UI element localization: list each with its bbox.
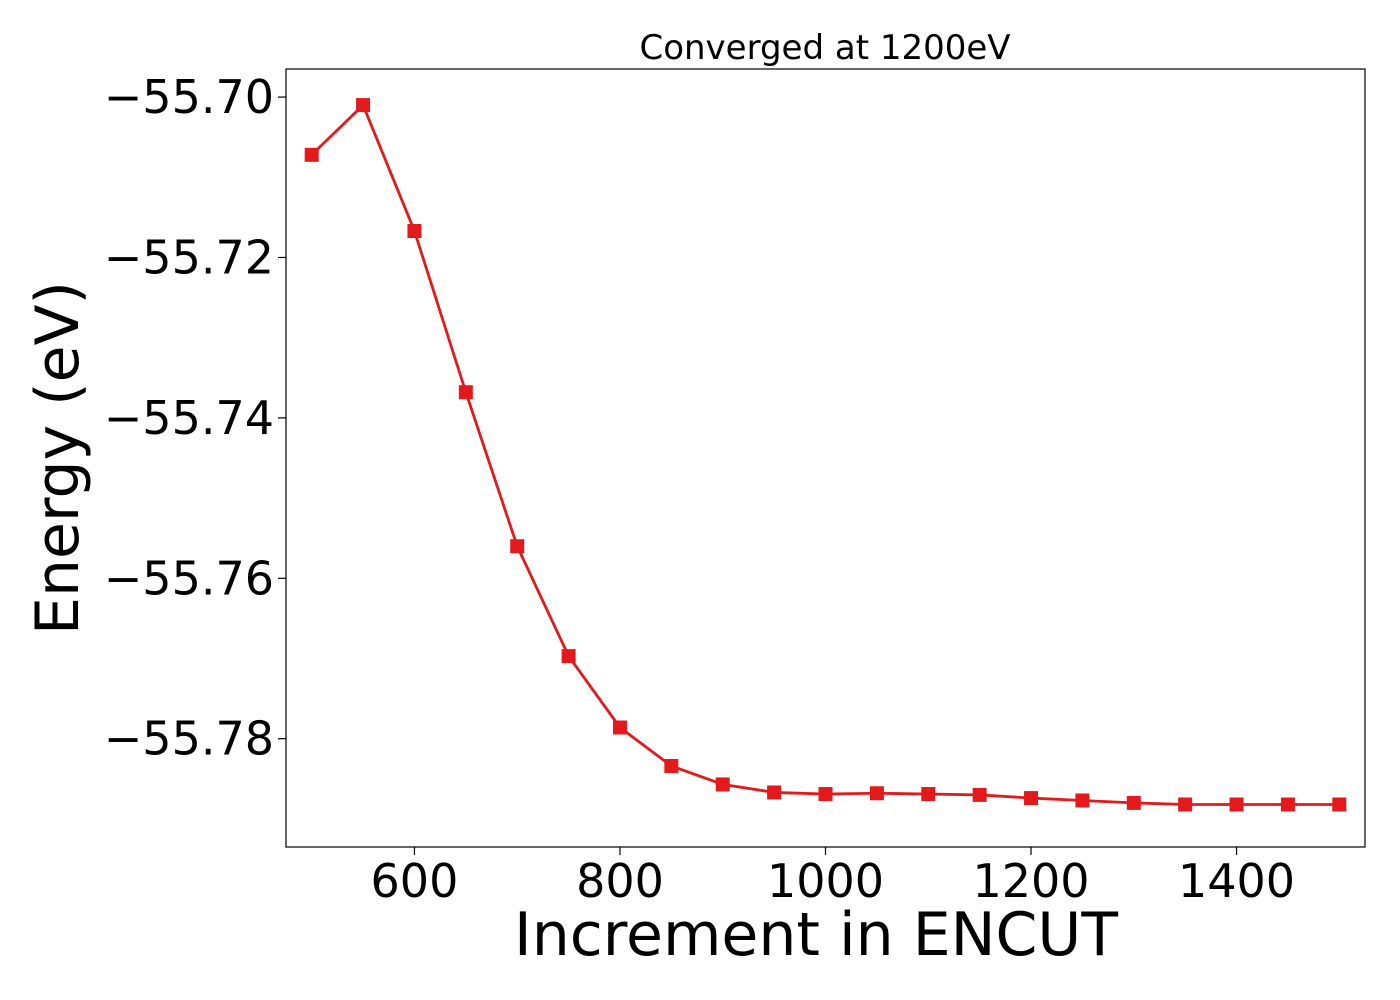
data-point-marker: [818, 787, 833, 802]
data-point-marker: [715, 777, 730, 792]
data-point-marker: [510, 539, 525, 554]
data-point-marker: [458, 385, 473, 400]
data-point-marker: [1024, 791, 1039, 806]
data-point-marker: [664, 758, 679, 773]
y-tick-label: −55.74: [104, 391, 274, 445]
data-point-marker: [1280, 797, 1295, 812]
data-point-marker: [304, 147, 319, 162]
y-tick-label: −55.72: [104, 230, 274, 284]
data-point-marker: [767, 785, 782, 800]
x-tick-label: 1000: [767, 854, 884, 908]
chart-title: Converged at 1200eV: [639, 28, 1010, 68]
y-tick-label: −55.76: [104, 551, 274, 605]
x-axis: 600 800 1000 1200 1400: [371, 847, 1295, 908]
data-point-marker: [921, 787, 936, 802]
data-point-marker: [1126, 795, 1141, 810]
data-point-marker: [972, 787, 987, 802]
data-point-marker: [407, 224, 422, 239]
data-point-marker: [612, 720, 627, 735]
data-point-marker: [356, 98, 371, 113]
data-point-marker: [561, 649, 576, 664]
x-tick-label: 800: [576, 854, 664, 908]
y-axis-label: Energy (eV): [23, 281, 93, 635]
series-layer: [304, 98, 1347, 812]
data-point-marker: [869, 786, 884, 801]
x-axis-label: Increment in ENCUT: [514, 900, 1118, 970]
x-tick-label: 600: [371, 854, 459, 908]
y-tick-label: −55.78: [104, 712, 274, 766]
data-point-marker: [1332, 797, 1347, 812]
data-point-marker: [1075, 793, 1090, 808]
data-point-marker: [1229, 797, 1244, 812]
y-tick-label: −55.70: [104, 70, 274, 124]
plot-frame: [285, 68, 1366, 848]
y-axis: −55.70 −55.72 −55.74 −55.76 −55.78: [104, 70, 286, 766]
data-point-marker: [1178, 797, 1193, 812]
x-tick-label: 1200: [972, 854, 1089, 908]
x-tick-label: 1400: [1178, 854, 1295, 908]
series-line: [310, 102, 1340, 806]
